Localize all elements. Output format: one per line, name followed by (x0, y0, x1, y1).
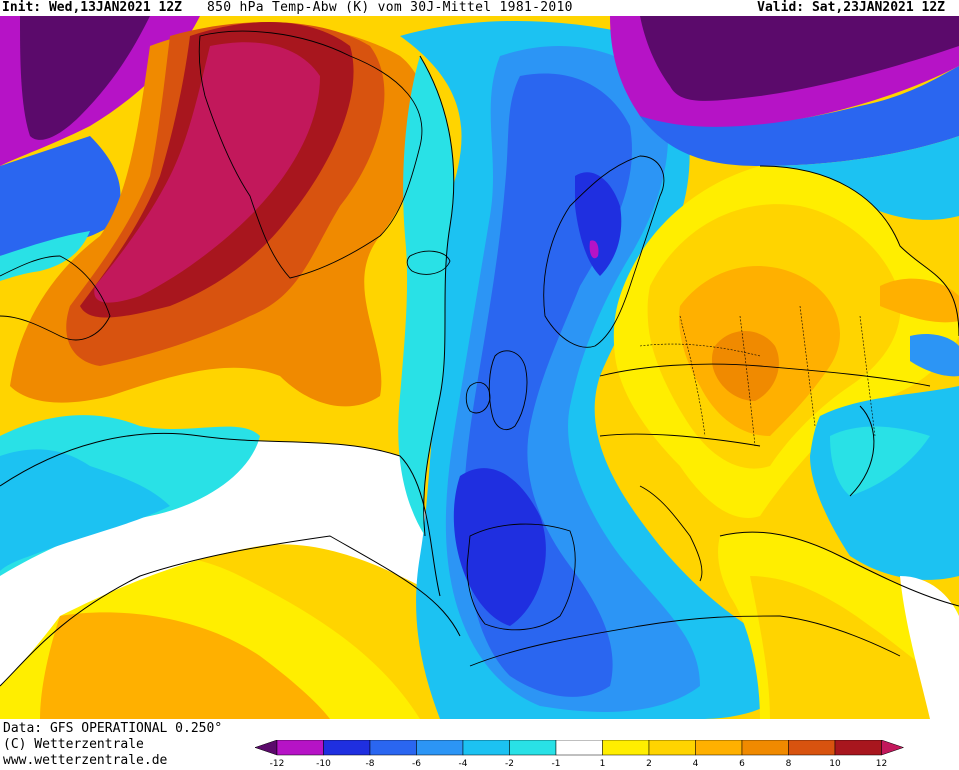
legend-tick-label: 8 (786, 759, 792, 769)
coastlines (0, 30, 931, 667)
legend-tick-label: 2 (646, 759, 652, 769)
legend-tick-label: -1 (552, 759, 561, 769)
anomaly-region-iberia-blue (453, 468, 546, 626)
map-footer: Data: GFS OPERATIONAL 0.250° (C) Wetterz… (0, 719, 959, 770)
anomaly-region-med-neutral (900, 576, 959, 719)
valid-time-label: Valid: Sat,23JAN2021 12Z (757, 0, 945, 15)
anomaly-region-europe-east-orange (880, 278, 959, 323)
website-link[interactable]: www.wetterzentrale.de (3, 753, 168, 768)
legend-swatch (741, 740, 789, 756)
map-header: Init: Wed,13JAN2021 12Z 850 hPa Temp-Abw… (0, 0, 959, 16)
legend-swatch (788, 740, 836, 756)
legend-tick-label: 10 (829, 759, 841, 769)
legend-tick-label: -4 (459, 759, 468, 769)
map-title: 850 hPa Temp-Abw (K) vom 30J-Mittel 1981… (207, 0, 573, 15)
legend-swatch (555, 740, 603, 756)
legend-swatch (276, 740, 324, 756)
copyright-label: (C) Wetterzentrale (3, 737, 144, 752)
legend-tick-label: 1 (600, 759, 606, 769)
anomaly-region-nw-blue (0, 136, 121, 256)
anomaly-region-se-lightcyan (830, 426, 930, 496)
anomaly-region-ne-blue (640, 66, 959, 166)
anomaly-region-med-gold (750, 576, 959, 719)
anomaly-region-greenland-magenta (94, 42, 320, 303)
legend-swatch (323, 740, 371, 756)
temperature-anomaly-map[interactable] (0, 16, 959, 719)
legend-swatch (462, 740, 510, 756)
anomaly-region-ne-darkpurple (640, 16, 959, 101)
legend-swatch (509, 740, 557, 756)
anomaly-region-norway-purple (575, 172, 622, 276)
anomaly-region-norway-core (589, 240, 599, 259)
anomaly-region-se-blue (910, 334, 959, 377)
anomaly-region-sw-orange (40, 612, 330, 719)
legend-swatch (369, 740, 417, 756)
legend-tick-label: -10 (316, 759, 331, 769)
anomaly-region-ne-cyan (760, 136, 959, 220)
legend-swatch (648, 740, 696, 756)
legend-tick-label: -8 (366, 759, 375, 769)
legend-tick-label: -12 (270, 759, 285, 769)
anomaly-region-europe-darkorange (711, 331, 779, 401)
zero-contour-lines (0, 55, 959, 687)
init-time-label: Init: Wed,13JAN2021 12Z (2, 0, 183, 15)
legend-tick-label: 4 (693, 759, 699, 769)
legend-arrow-low (255, 740, 278, 756)
legend-swatch (416, 740, 464, 756)
anomaly-region-nw-cyan (0, 231, 90, 281)
legend-swatch (834, 740, 882, 756)
anomaly-region-atlantic-lightblue (0, 449, 170, 571)
color-legend: -12 -10 -8 -6 -4 -2 -1 1 2 4 6 8 10 12 (255, 740, 905, 769)
data-source-label: Data: GFS OPERATIONAL 0.250° (3, 721, 223, 736)
legend-tick-label: -6 (412, 759, 421, 769)
legend-tick-label: 12 (876, 759, 887, 769)
legend-arrow-high (881, 740, 905, 756)
legend-tick-label: 6 (739, 759, 745, 769)
anomaly-region-nw-darkpurple (20, 16, 150, 140)
legend-swatch (602, 740, 650, 756)
legend-tick-label: -2 (505, 759, 514, 769)
legend-swatch (695, 740, 743, 756)
country-borders (639, 305, 876, 447)
